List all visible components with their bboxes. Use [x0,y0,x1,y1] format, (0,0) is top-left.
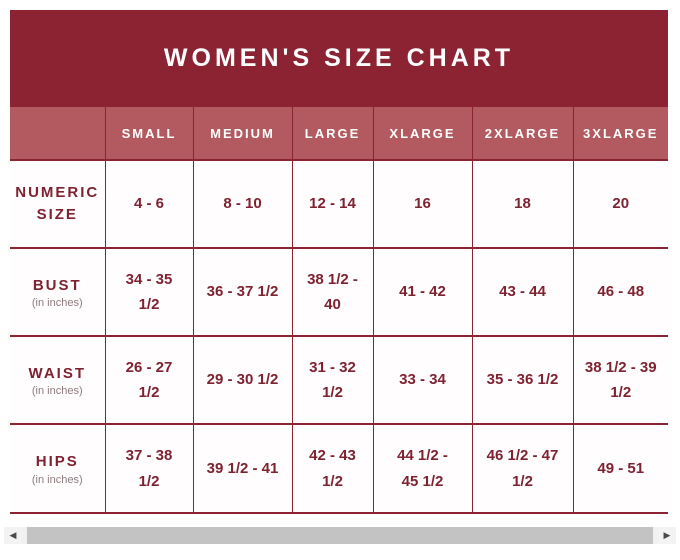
column-header-small: SMALL [104,107,193,160]
size-cell: 34 - 35 1/2 [104,247,193,336]
table-row-waist: WAIST (in inches) 26 - 27 1/2 29 - 30 1/… [10,335,668,424]
cell-value: 42 - 43 1/2 [309,447,356,490]
size-cell: 38 1/2 - 39 1/2 [572,335,668,424]
cell-value: 12 - 14 [309,195,356,213]
row-label: WAIST [28,364,86,382]
size-cell: 33 - 34 [372,335,472,424]
cell-value: 37 - 38 1/2 [125,447,173,490]
size-cell: 37 - 38 1/2 [104,423,193,514]
column-header-row: SMALL MEDIUM LARGE XLARGE 2XLARGE 3XLARG… [10,107,668,160]
table-row-hips: HIPS (in inches) 37 - 38 1/2 39 1/2 - 41… [10,423,668,514]
cell-value: 38 1/2 - 39 1/2 [584,358,657,402]
row-header-numeric-size: NUMERIC SIZE [10,159,105,248]
size-cell: 43 - 44 [471,247,573,336]
cell-value: 33 - 34 [399,371,446,389]
size-cell: 20 [572,159,668,248]
size-chart-widget: WOMEN'S SIZE CHART SMALL MEDIUM LARGE XL… [10,10,668,514]
cell-value: 38 1/2 - 40 [307,270,358,314]
size-cell: 41 - 42 [372,247,472,336]
table-row-bust: BUST (in inches) 34 - 35 1/2 36 - 37 1/2… [10,247,668,336]
scrollbar-thumb[interactable] [27,527,653,544]
cell-value: 46 - 48 [597,283,645,301]
size-cell: 49 - 51 [572,423,668,514]
size-cell: 36 - 37 1/2 [192,247,292,336]
corner-cell [10,107,105,160]
scroll-right-button[interactable]: ▶ [658,527,676,544]
horizontal-scrollbar[interactable]: ◀ ▶ [4,527,676,544]
size-chart-table: SMALL MEDIUM LARGE XLARGE 2XLARGE 3XLARG… [10,107,668,514]
column-header-medium: MEDIUM [192,107,292,160]
size-cell: 39 1/2 - 41 [192,423,292,514]
column-header-2xlarge: 2XLARGE [471,107,573,160]
table-row-numeric-size: NUMERIC SIZE 4 - 6 8 - 10 12 - 14 16 18 … [10,159,668,248]
row-sublabel: (in inches) [31,385,83,398]
size-cell: 12 - 14 [291,159,373,248]
cell-value: 4 - 6 [133,195,164,213]
size-cell: 29 - 30 1/2 [192,335,292,424]
cell-value: 31 - 32 1/2 [309,358,356,402]
size-cell: 4 - 6 [104,159,193,248]
row-sublabel: (in inches) [31,473,83,486]
size-cell: 44 1/2 - 45 1/2 [372,423,472,514]
cell-value: 34 - 35 1/2 [125,270,173,314]
size-cell: 16 [372,159,472,248]
right-arrow-icon: ▶ [663,530,671,540]
row-header-bust: BUST (in inches) [10,247,105,336]
page-title: WOMEN'S SIZE CHART [163,44,515,72]
size-cell: 18 [471,159,573,248]
cell-value: 26 - 27 1/2 [125,358,173,402]
size-cell: 46 - 48 [572,247,668,336]
cell-value: 16 [414,195,431,213]
row-label: NUMERIC SIZE [15,183,100,223]
cell-value: 35 - 36 1/2 [486,371,559,389]
size-cell: 35 - 36 1/2 [471,335,573,424]
cell-value: 36 - 37 1/2 [206,283,279,301]
title-banner: WOMEN'S SIZE CHART [10,10,668,107]
scroll-left-button[interactable]: ◀ [4,527,22,544]
size-cell: 38 1/2 - 40 [291,247,373,336]
cell-value: 20 [612,195,630,213]
size-cell: 26 - 27 1/2 [104,335,193,424]
cell-value: 46 1/2 - 47 1/2 [486,447,559,490]
row-header-waist: WAIST (in inches) [10,335,105,424]
column-header-3xlarge: 3XLARGE [572,107,668,160]
row-label: HIPS [35,453,79,471]
row-label: BUST [32,276,82,294]
cell-value: 18 [514,195,531,213]
size-cell: 31 - 32 1/2 [291,335,373,424]
cell-value: 8 - 10 [223,195,262,213]
row-sublabel: (in inches) [31,297,83,310]
column-header-xlarge: XLARGE [372,107,472,160]
cell-value: 43 - 44 [499,283,546,301]
column-header-large: LARGE [291,107,373,160]
cell-value: 41 - 42 [399,283,446,301]
cell-value: 49 - 51 [597,459,645,477]
size-cell: 42 - 43 1/2 [291,423,373,514]
cell-value: 44 1/2 - 45 1/2 [397,447,448,490]
row-header-hips: HIPS (in inches) [10,423,105,514]
cell-value: 39 1/2 - 41 [206,459,279,477]
size-cell: 8 - 10 [192,159,292,248]
cell-value: 29 - 30 1/2 [206,371,279,389]
left-arrow-icon: ◀ [9,530,17,540]
size-cell: 46 1/2 - 47 1/2 [471,423,573,514]
